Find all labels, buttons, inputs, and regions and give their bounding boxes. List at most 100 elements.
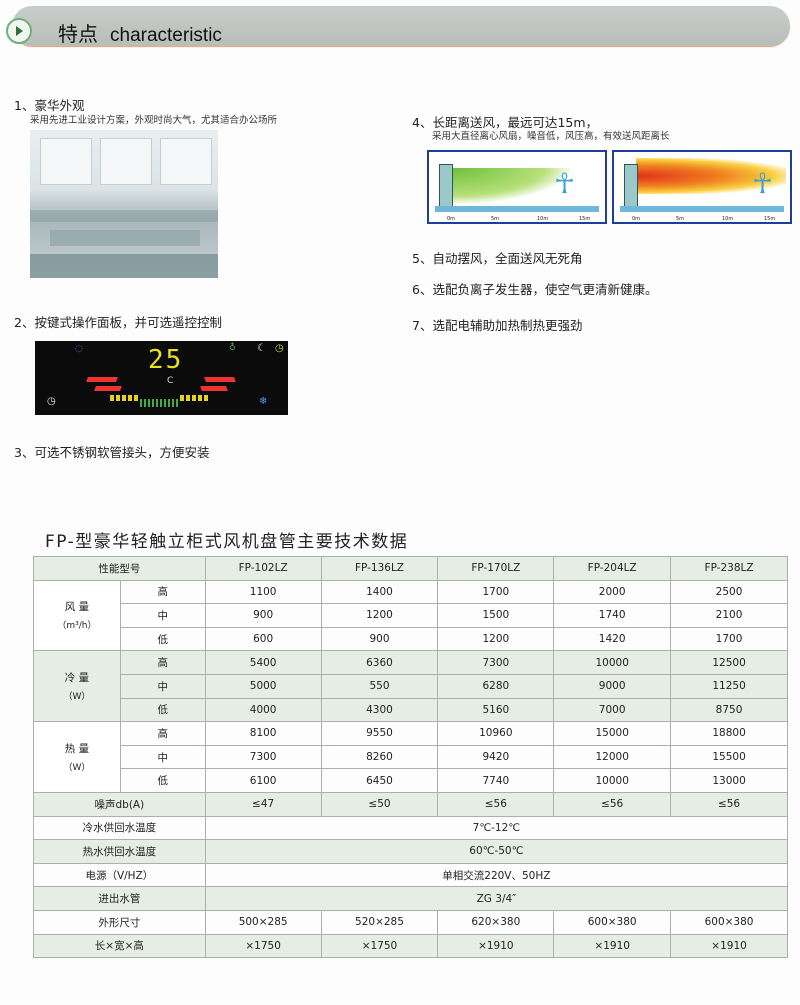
panel-unit: C <box>167 376 174 386</box>
table-row: 噪声db(A) ≤47 ≤50 ≤56 ≤56 ≤56 <box>33 791 788 817</box>
merged-value-cell: 60℃-50℃ <box>204 839 789 864</box>
value-cell: 6450 <box>320 768 439 793</box>
row-label: 噪声db(A) <box>33 791 206 817</box>
value-cell: 10960 <box>437 721 555 746</box>
value-cell: 1700 <box>437 579 555 605</box>
spec-table: 性能型号 FP-102LZ FP-136LZ FP-170LZ FP-204LZ FP-2… <box>33 556 789 959</box>
table-row: 风 量（m³/h）高 1100 1400 1700 2000 2500 <box>33 579 788 652</box>
row-label: 冷水供回水温度 <box>33 815 206 841</box>
table-header-row: 性能型号 FP-102LZ FP-136LZ FP-170LZ FP-204LZ FP-2… <box>33 556 788 581</box>
table-row: 外形尺寸 500×285 520×285 620×380 600×380 600×380 <box>33 909 788 935</box>
feature-4-desc: 采用大直径离心风扇，噪音低，风压高，有效送风距离长 <box>432 131 670 142</box>
value-cell: ≤56 <box>553 791 672 817</box>
value-cell: 5160 <box>437 697 555 723</box>
row-label: 长×宽×高 <box>33 933 206 959</box>
group-label: 风 量 （m³/h） <box>33 579 121 652</box>
value-cell: 9550 <box>320 721 439 746</box>
value-cell: 10000 <box>553 650 672 675</box>
group-label: 冷 量 （W） <box>33 650 121 723</box>
value-cell: 5400 <box>204 650 322 675</box>
feature-7: 7、选配电辅助加热制热更强劲 <box>412 318 583 333</box>
table-row: 冷 量 （W） 高 5400 6360 7300 10000 12500 <box>33 650 788 723</box>
value-cell: 1200 <box>437 626 555 652</box>
value-cell: 12500 <box>670 650 788 675</box>
value-cell: 1740 <box>553 603 672 628</box>
value-cell: 600 <box>204 626 322 652</box>
value-cell: 1420 <box>553 626 672 652</box>
value-cell: 1700 <box>670 626 788 652</box>
model-header: FP-136LZ <box>320 556 439 581</box>
value-cell: 1400 <box>320 579 439 605</box>
value-cell: 600×380 <box>553 909 672 935</box>
value-cell: ×1910 <box>437 933 555 959</box>
group-label: 热 量 （W） <box>33 721 121 793</box>
table-row: 中 5000 550 6280 9000 11250 <box>34 673 788 699</box>
group-unit: （W） <box>63 692 91 703</box>
value-cell: 10000 <box>553 768 672 793</box>
level-label: 低 <box>119 626 206 652</box>
value-cell: 12000 <box>553 744 672 770</box>
level-label: 高 <box>119 579 206 605</box>
merged-value-cell: 单相交流220V、50HZ <box>204 862 789 888</box>
value-cell: 550 <box>320 673 439 699</box>
level-label: 中 <box>119 603 206 628</box>
value-cell: 900 <box>204 603 322 628</box>
play-arrow-icon <box>6 18 32 44</box>
value-cell: 2000 <box>553 579 672 605</box>
level-label: 中 <box>119 673 206 699</box>
group-unit: （m³/h） <box>57 621 97 632</box>
value-cell: 6100 <box>204 768 322 793</box>
value-cell: 4000 <box>204 697 322 723</box>
value-cell: 600×380 <box>670 909 788 935</box>
level-label: 低 <box>119 768 206 793</box>
value-cell: 6280 <box>437 673 555 699</box>
value-cell: 1200 <box>320 603 439 628</box>
merged-value-cell: ZG 3/4″ <box>204 886 789 911</box>
level-label: 高 <box>119 650 206 675</box>
value-cell: ×1910 <box>670 933 788 959</box>
person-icon: ☥ <box>752 167 773 200</box>
table-row: 长×宽×高 ×1750 ×1750 ×1910 ×1910 ×1910 <box>33 933 788 959</box>
fan-icon: ◌ <box>75 344 83 354</box>
moon-icon: ☾ <box>257 343 266 354</box>
value-cell: 7300 <box>437 650 555 675</box>
value-cell: 18800 <box>670 721 788 746</box>
value-cell: 4300 <box>320 697 439 723</box>
value-cell: 13000 <box>670 768 788 793</box>
value-cell: 900 <box>320 626 439 652</box>
value-cell: ≤56 <box>437 791 555 817</box>
row-label: 热水供回水温度 <box>33 839 206 864</box>
header-title-cn: 特点 <box>58 24 98 46</box>
value-cell: 1100 <box>204 579 322 605</box>
value-cell: ≤50 <box>320 791 439 817</box>
control-panel-image: 25 C ◷ ❄ ◌ ♁ ☾ ◷ <box>35 341 288 415</box>
value-cell: 15500 <box>670 744 788 770</box>
value-cell: ≤47 <box>204 791 322 817</box>
value-cell: 5000 <box>204 673 322 699</box>
airflow-diagram-long-distance: ☥ 0m 5m 10m 15m <box>612 150 792 224</box>
feature-1-desc: 采用先进工业设计方案，外观时尚大气，尤其适合办公场所 <box>30 115 278 126</box>
value-cell: 2500 <box>670 579 788 605</box>
feature-6: 6、选配负离子发生器，使空气更清新健康。 <box>412 282 658 297</box>
table-row: 热 量 （W） 高 8100 9550 10960 15000 18800 <box>33 721 788 793</box>
model-header: FP-170LZ <box>437 556 555 581</box>
table-row: 热水供回水温度 60℃-50℃ <box>33 839 789 864</box>
value-cell: 620×380 <box>437 909 555 935</box>
clock-icon: ◷ <box>275 343 284 354</box>
table-row: 中 900 1200 1500 1740 2100 <box>34 603 788 628</box>
value-cell: 6360 <box>320 650 439 675</box>
airflow-diagram-standard: ☥ 0m 5m 10m 15m <box>427 150 607 224</box>
value-cell: 8750 <box>670 697 788 723</box>
value-cell: 7740 <box>437 768 555 793</box>
panel-temperature: 25 <box>148 345 184 375</box>
value-cell: ≤56 <box>670 791 788 817</box>
value-cell: ×1750 <box>204 933 322 959</box>
table-title: FP-型豪华轻触立柜式风机盘管主要技术数据 <box>45 532 409 552</box>
section-header: 特点 characteristic <box>12 6 790 46</box>
row-label: 进出水管 <box>33 886 206 911</box>
merged-value-cell: 7℃-12℃ <box>204 815 789 841</box>
value-cell: 1500 <box>437 603 555 628</box>
feature-3: 3、可选不锈钢软管接头，方便安装 <box>14 445 210 460</box>
value-cell: 15000 <box>553 721 672 746</box>
group-unit: （W） <box>63 763 91 774</box>
